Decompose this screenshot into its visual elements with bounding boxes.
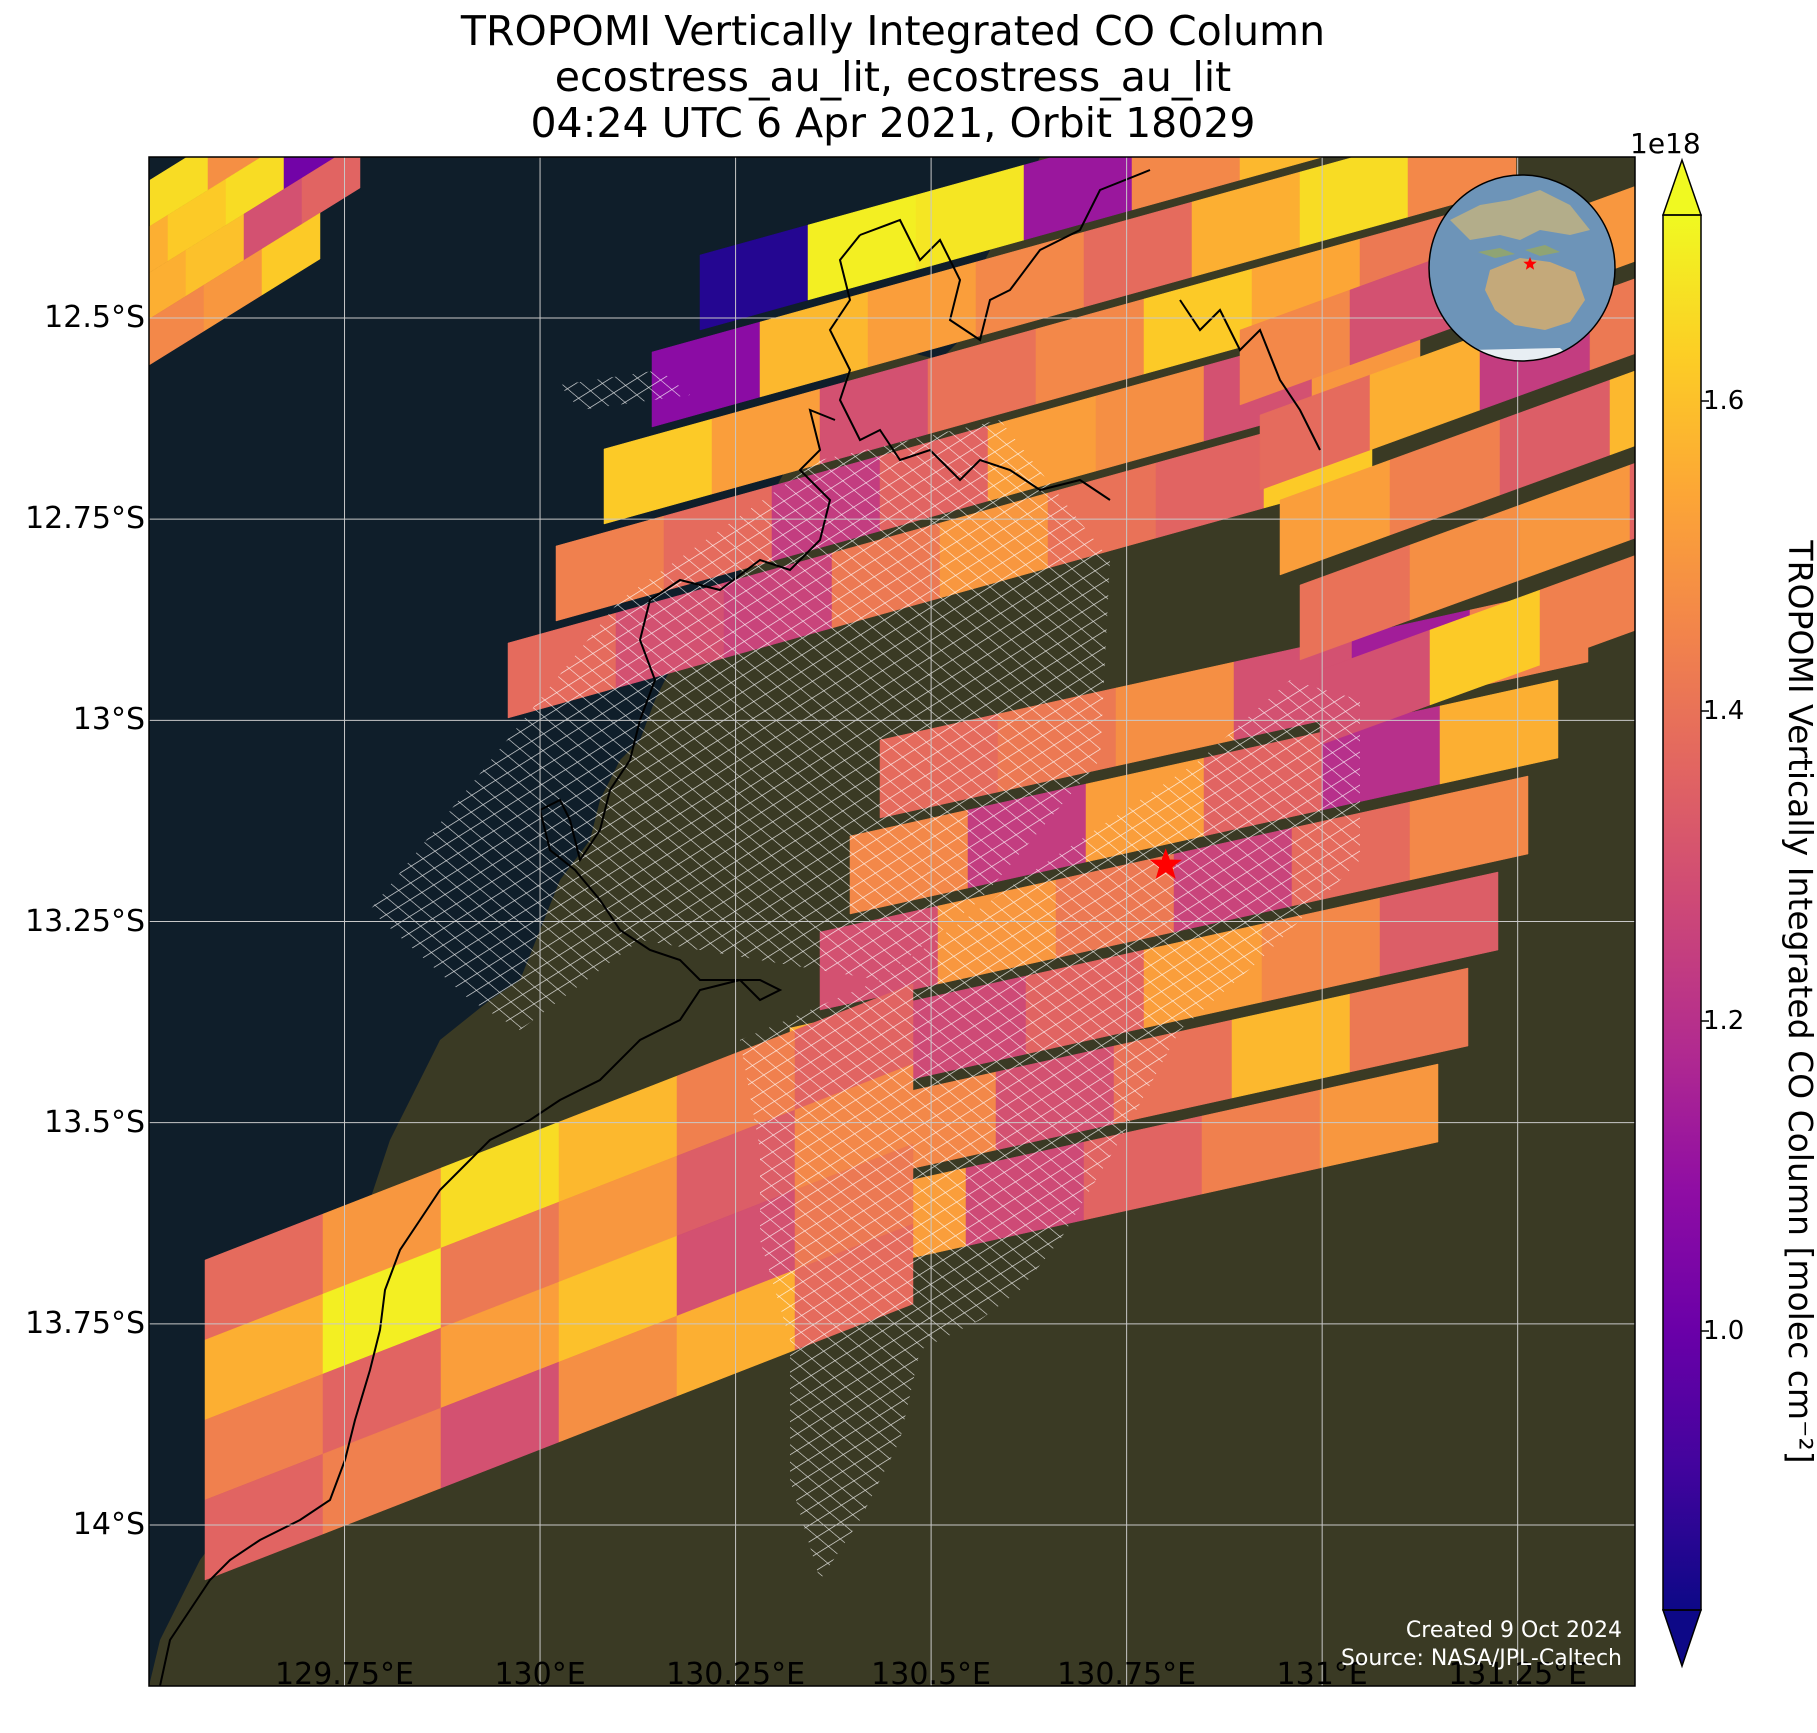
colorbar-exponent: 1e18	[1630, 127, 1701, 160]
globe-asia	[1450, 190, 1590, 240]
colorbar-gradient	[1663, 215, 1701, 1610]
co-pixel	[261, 212, 321, 296]
co-pixel	[382, 0, 440, 82]
latitude-tick-label: 13.5°S	[44, 1104, 145, 1140]
globe-antarctica	[1460, 348, 1580, 361]
ecostress-mesh-north	[370, 420, 1110, 1030]
credit-source: Source: NASA/JPL-Caltech	[1340, 1646, 1622, 1671]
title-line-3: 04:24 UTC 6 Apr 2021, Orbit 18029	[530, 99, 1256, 147]
co-pixel	[1319, 1063, 1439, 1169]
longitude-tick-label: 131°E	[1276, 1657, 1368, 1692]
longitude-tick-label: 130°E	[494, 1657, 586, 1692]
map-frame	[148, 156, 1636, 1687]
co-pixel	[1409, 775, 1529, 881]
globe-indonesia	[1478, 245, 1560, 258]
longitude-tick-label: 131.25°E	[1448, 1657, 1588, 1692]
colorbar-frame	[1662, 214, 1702, 1611]
colorbar-label: TROPOMI Vertically Integrated CO Column …	[1781, 540, 1817, 1464]
co-pixel	[1439, 679, 1559, 785]
co-pixel	[1629, 462, 1635, 541]
co-pixel	[301, 157, 361, 225]
latitude-tick-label: 12.75°S	[25, 501, 145, 537]
ecostress-mesh-small	[560, 370, 690, 410]
colorbar-tick-label: 1.6	[1703, 386, 1745, 416]
longitude-tick-label: 130.75°E	[1057, 1657, 1197, 1692]
inset-globe	[1428, 174, 1616, 362]
latitude-tick-label: 14°S	[72, 1507, 145, 1543]
latitude-tick-label: 12.5°S	[44, 299, 145, 335]
globe-australia	[1485, 258, 1585, 330]
co-pixel	[1239, 157, 1324, 181]
title-line-1: TROPOMI Vertically Integrated CO Column	[460, 7, 1326, 55]
colorbar-ticks	[1701, 400, 1709, 1332]
credit-created: Created 9 Oct 2024	[1405, 1618, 1622, 1643]
colorbar	[1661, 157, 1709, 1669]
colorbar-tick-label: 1.0	[1703, 1316, 1745, 1346]
latitude-tick-label: 13°S	[72, 702, 145, 738]
co-pixel	[1379, 871, 1499, 977]
co-pixel	[1609, 370, 1635, 456]
ecostress-footprint-mesh	[370, 370, 1360, 1580]
coastline	[159, 169, 1321, 1686]
longitude-tick-label: 130.5°E	[871, 1657, 992, 1692]
longitude-tick-label: 129.75°E	[275, 1657, 414, 1692]
co-pixel	[1349, 967, 1469, 1073]
ecostress-mesh-south	[740, 680, 1360, 1580]
colorbar-tick-label: 1.4	[1703, 696, 1745, 726]
co-pixel	[30, 357, 88, 439]
title-line-2: ecostress_au_lit, ecostress_au_lit	[554, 53, 1232, 101]
colorbar-max-extension	[1661, 157, 1703, 216]
co-pixel	[1348, 45, 1456, 150]
colorbar-min-extension	[1661, 1609, 1703, 1669]
swath-northwest	[30, 0, 440, 439]
colorbar-tick-label: 1.2	[1703, 1006, 1745, 1036]
latitude-tick-label: 13.75°S	[25, 1305, 145, 1341]
co-pixel	[324, 36, 382, 118]
globe-outline	[1428, 174, 1616, 362]
graticule	[149, 157, 1635, 1686]
co-pixel	[1456, 15, 1564, 120]
longitude-tick-label: 130.25°E	[666, 1657, 806, 1692]
latitude-tick-label: 13.25°S	[25, 903, 145, 939]
co-pixel	[342, 71, 400, 153]
swath-east	[1239, 186, 1635, 746]
globe-star-marker	[1523, 257, 1537, 270]
co-pixel	[1539, 555, 1635, 666]
site-star-marker	[1149, 848, 1182, 879]
co-pixel	[266, 72, 324, 154]
